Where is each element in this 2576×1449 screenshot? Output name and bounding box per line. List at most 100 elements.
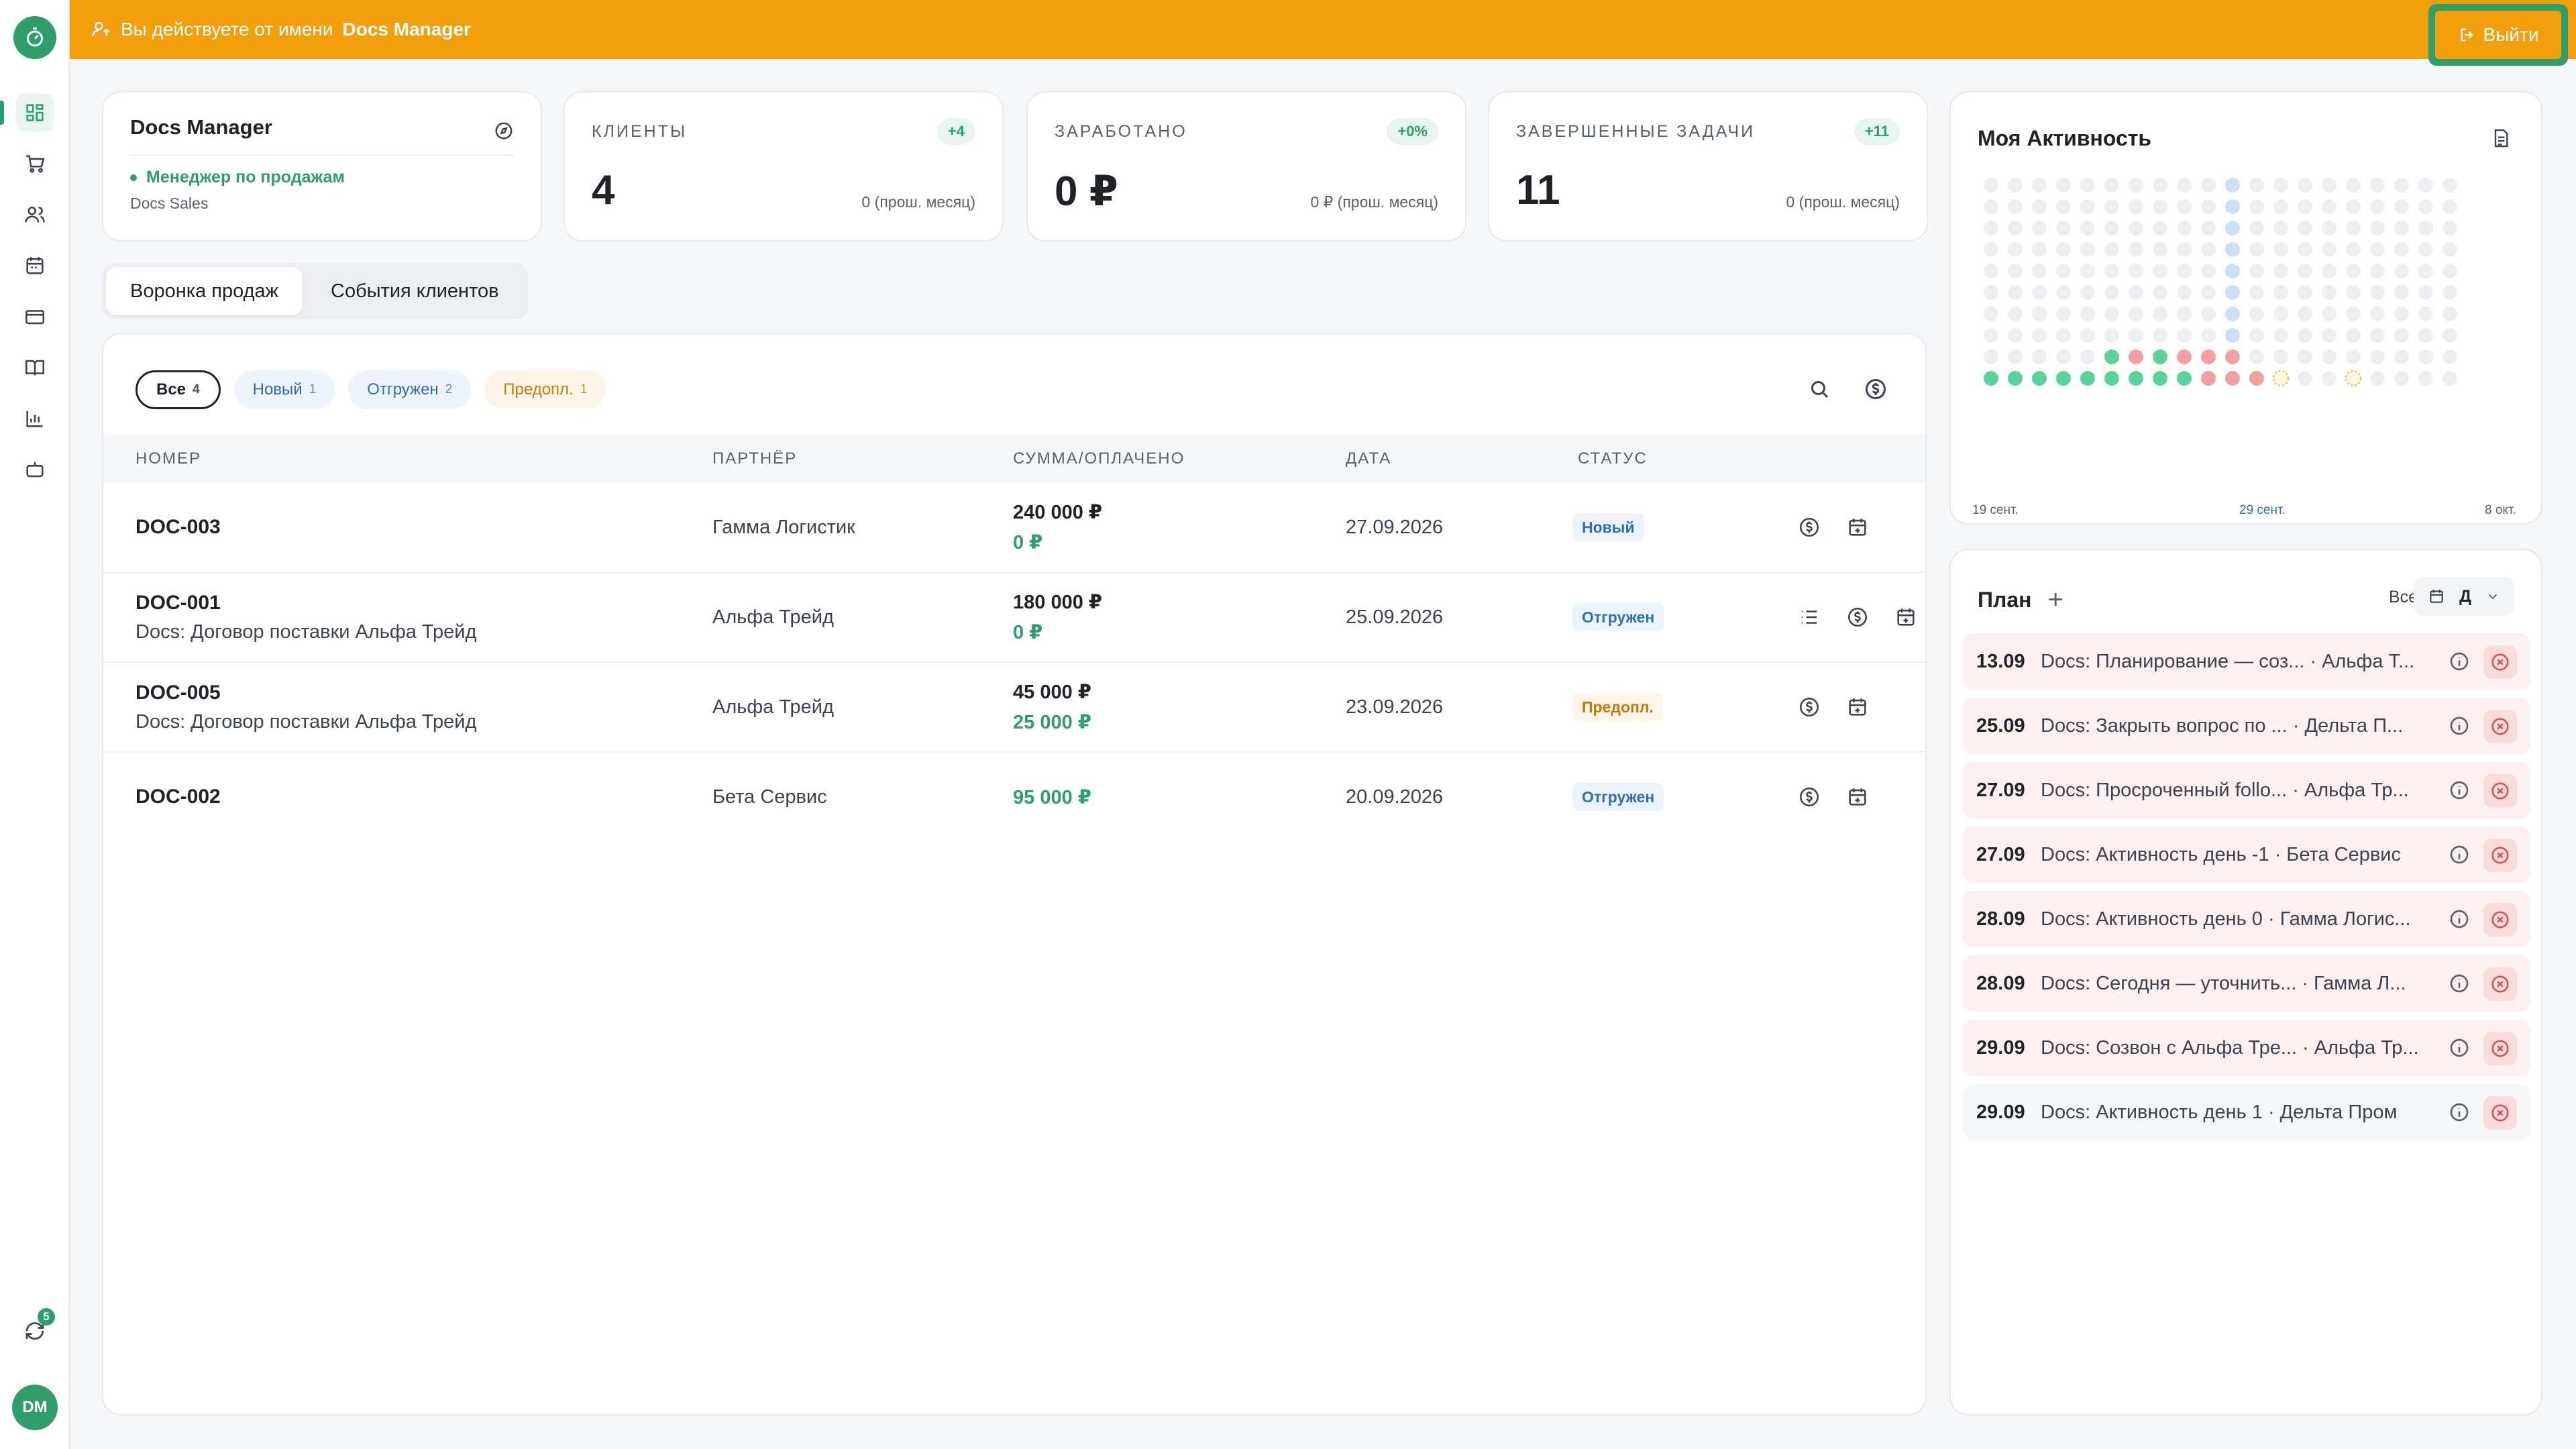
activity-dot[interactable] — [2225, 285, 2240, 300]
doc-number[interactable]: DOC-002 — [136, 786, 221, 808]
activity-dot[interactable] — [2443, 285, 2457, 300]
activity-dot[interactable] — [2177, 307, 2192, 321]
activity-dot[interactable] — [2153, 350, 2167, 364]
nav-book-icon[interactable] — [16, 349, 54, 386]
activity-dot[interactable] — [2008, 242, 2023, 257]
partner-name[interactable]: Бета Сервис — [712, 786, 827, 808]
plan-view-dropdown[interactable]: Д — [2414, 577, 2514, 616]
activity-dot[interactable] — [2346, 264, 2361, 278]
activity-dot[interactable] — [2129, 350, 2143, 364]
activity-dot[interactable] — [2201, 371, 2216, 386]
activity-dot[interactable] — [2443, 264, 2457, 278]
avatar[interactable]: DM — [12, 1385, 58, 1430]
activity-dot[interactable] — [2177, 371, 2192, 386]
partner-name[interactable]: Альфа Трейд — [712, 696, 834, 718]
plan-item[interactable]: 25.09 Docs: Закрыть вопрос по ... · Дельт… — [1963, 698, 2530, 754]
activity-dot[interactable] — [2346, 221, 2361, 235]
cancel-task-button[interactable] — [2483, 1096, 2517, 1130]
activity-dot[interactable] — [2370, 328, 2385, 343]
activity-dot[interactable] — [2322, 221, 2337, 235]
activity-dot[interactable] — [2273, 199, 2288, 214]
calendar-add-icon[interactable] — [1846, 516, 1869, 539]
activity-dot[interactable] — [2056, 221, 2071, 235]
activity-dot[interactable] — [2008, 178, 2023, 193]
doc-number[interactable]: DOC-005 — [136, 681, 221, 704]
activity-dot[interactable] — [1984, 285, 1998, 300]
activity-dot[interactable] — [2008, 371, 2023, 386]
activity-dot[interactable] — [2394, 242, 2409, 257]
activity-dot[interactable] — [2273, 307, 2288, 321]
currency-icon[interactable] — [1864, 377, 1888, 401]
tab-client-events[interactable]: События клиентов — [331, 280, 499, 302]
col-date[interactable]: ДАТА — [1346, 449, 1392, 468]
activity-dot[interactable] — [2225, 307, 2240, 321]
activity-dot[interactable] — [2129, 199, 2143, 214]
activity-dot[interactable] — [2104, 350, 2119, 364]
activity-dot[interactable] — [2346, 178, 2361, 193]
activity-dot[interactable] — [2322, 371, 2337, 386]
activity-dot[interactable] — [2032, 178, 2047, 193]
info-icon[interactable] — [2449, 780, 2470, 801]
activity-dot[interactable] — [2394, 328, 2409, 343]
plan-item[interactable]: 28.09 Docs: Активность день 0 · Гамма Лог… — [1963, 891, 2530, 947]
activity-dot[interactable] — [2032, 242, 2047, 257]
activity-dot[interactable] — [1984, 307, 1998, 321]
info-icon[interactable] — [2449, 973, 2470, 994]
activity-dot[interactable] — [2298, 307, 2312, 321]
activity-dot[interactable] — [2443, 199, 2457, 214]
col-partner[interactable]: ПАРТНЁР — [712, 449, 798, 468]
activity-dot[interactable] — [2322, 242, 2337, 257]
activity-dot[interactable] — [2201, 178, 2216, 193]
activity-dot[interactable] — [2080, 307, 2095, 321]
info-icon[interactable] — [2449, 844, 2470, 865]
nav-users-icon[interactable] — [16, 196, 54, 233]
table-row[interactable]: DOC-005 Docs: Договор поставки Альфа Трей… — [103, 663, 1925, 753]
activity-dot[interactable] — [2345, 370, 2361, 386]
activity-dot[interactable] — [2249, 328, 2264, 343]
col-sum[interactable]: СУММА/ОПЛАЧЕНО — [1013, 449, 1185, 468]
activity-dot[interactable] — [2153, 221, 2167, 235]
activity-dot[interactable] — [2129, 242, 2143, 257]
activity-dot[interactable] — [2322, 328, 2337, 343]
activity-dot[interactable] — [2273, 178, 2288, 193]
activity-dot[interactable] — [2394, 199, 2409, 214]
activity-dot[interactable] — [2249, 178, 2264, 193]
activity-dot[interactable] — [2201, 199, 2216, 214]
activity-dot[interactable] — [2225, 350, 2240, 364]
activity-dot[interactable] — [1984, 242, 1998, 257]
payment-icon[interactable] — [1846, 606, 1869, 629]
activity-dot[interactable] — [2273, 350, 2288, 364]
activity-dot[interactable] — [2418, 285, 2433, 300]
cancel-task-button[interactable] — [2483, 645, 2517, 679]
activity-dot[interactable] — [2346, 242, 2361, 257]
activity-dot[interactable] — [2153, 178, 2167, 193]
activity-dot[interactable] — [2298, 264, 2312, 278]
calendar-add-icon[interactable] — [1846, 786, 1869, 808]
activity-dot[interactable] — [2273, 285, 2288, 300]
activity-dot[interactable] — [2032, 264, 2047, 278]
activity-dot[interactable] — [2008, 285, 2023, 300]
activity-dot[interactable] — [2008, 199, 2023, 214]
activity-dot[interactable] — [2032, 285, 2047, 300]
activity-dot[interactable] — [2177, 285, 2192, 300]
activity-dot[interactable] — [2249, 264, 2264, 278]
activity-dot[interactable] — [2443, 350, 2457, 364]
plan-item[interactable]: 29.09 Docs: Активность день 1 · Дельта Пр… — [1963, 1084, 2530, 1140]
activity-dot[interactable] — [2201, 264, 2216, 278]
activity-dot[interactable] — [2249, 307, 2264, 321]
cancel-task-button[interactable] — [2483, 774, 2517, 808]
filter-shipped[interactable]: Отгружен 2 — [348, 370, 472, 409]
activity-dot[interactable] — [2056, 307, 2071, 321]
activity-dot[interactable] — [2370, 307, 2385, 321]
filter-prepaid[interactable]: Предопл. 1 — [484, 370, 606, 409]
activity-dot[interactable] — [2080, 371, 2095, 386]
activity-dot[interactable] — [2370, 371, 2385, 386]
activity-dot[interactable] — [2370, 199, 2385, 214]
activity-dot[interactable] — [2104, 178, 2119, 193]
doc-number[interactable]: DOC-001 — [136, 591, 221, 614]
activity-dot[interactable] — [2153, 199, 2167, 214]
activity-dot[interactable] — [2443, 221, 2457, 235]
nav-calendar-icon[interactable] — [16, 247, 54, 284]
activity-dot[interactable] — [2273, 242, 2288, 257]
activity-dot[interactable] — [2249, 242, 2264, 257]
